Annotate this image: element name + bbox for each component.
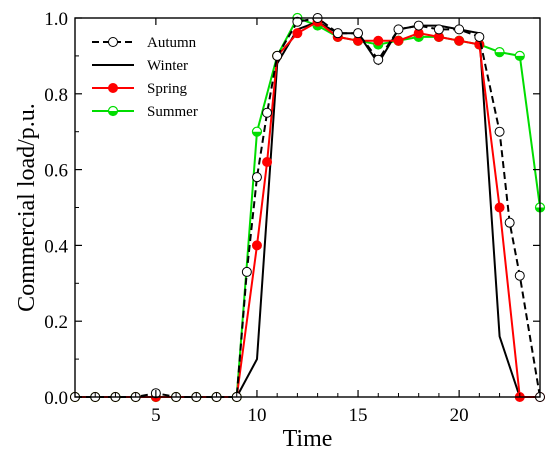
x-tick-label: 10: [247, 405, 266, 426]
y-tick-label: 0.2: [44, 312, 68, 333]
legend: Autumn Winter Spring Summer: [84, 30, 212, 124]
data-point-autumn: [332, 28, 343, 39]
legend-marker-spring: [108, 83, 118, 93]
data-point-spring: [262, 157, 273, 168]
data-point-autumn: [251, 172, 262, 183]
x-tick-label: 15: [349, 405, 368, 426]
legend-marker-autumn: [108, 37, 118, 47]
y-tick-label: 0.4: [44, 236, 68, 257]
legend-item-spring: Spring: [92, 81, 188, 97]
legend-label-summer: Summer: [147, 104, 198, 120]
x-axis-title: Time: [283, 426, 333, 452]
data-point-summer: [251, 126, 263, 137]
legend-label-spring: Spring: [147, 81, 188, 97]
legend-item-autumn: Autumn: [92, 35, 197, 51]
data-point-autumn: [413, 20, 424, 31]
y-axis-title: Commercial load/p.u.: [14, 103, 40, 312]
y-tick-label: 0.8: [44, 85, 68, 106]
data-point-spring: [454, 35, 465, 46]
data-point-autumn: [393, 24, 404, 35]
data-point-autumn: [241, 266, 252, 277]
legend-item-summer: Summer: [92, 104, 198, 120]
data-point-summer-fill: [313, 25, 323, 31]
y-tick-label: 1.0: [44, 9, 68, 30]
legend-label-autumn: Autumn: [147, 35, 197, 51]
data-point-spring: [251, 240, 262, 251]
data-point-summer: [494, 47, 505, 58]
data-point-summer-fill: [495, 52, 505, 57]
ticks-layer: 5 10 15 20 0.0 0.2 0.4 0.6 0.8 1.0: [44, 9, 540, 426]
data-point-autumn: [433, 24, 444, 35]
data-point-spring: [373, 35, 384, 46]
data-point-autumn: [504, 217, 515, 228]
x-tick-label: 20: [450, 405, 469, 426]
data-point-spring: [292, 28, 303, 39]
data-point-summer-fill: [515, 55, 525, 61]
legend-marker-summer: [107, 105, 119, 117]
data-point-autumn: [262, 107, 273, 118]
data-point-autumn: [514, 270, 525, 281]
data-point-autumn: [353, 28, 364, 39]
data-point-summer-fill: [252, 131, 262, 137]
y-tick-label: 0.6: [44, 161, 68, 182]
data-point-autumn: [292, 16, 303, 27]
data-point-spring: [393, 35, 404, 46]
data-point-autumn: [474, 31, 485, 42]
data-point-summer: [514, 50, 525, 62]
data-point-autumn: [454, 24, 465, 35]
data-point-autumn: [494, 126, 505, 137]
data-point-autumn: [272, 50, 283, 61]
data-point-summer-fill: [414, 36, 424, 42]
legend-item-winter: Winter: [92, 58, 188, 74]
data-point-summer-fill: [373, 44, 383, 50]
y-tick-label: 0.0: [44, 388, 68, 409]
x-tick-label: 5: [151, 405, 161, 426]
legend-label-winter: Winter: [147, 58, 188, 74]
legend-background: [84, 30, 212, 124]
data-point-spring: [494, 202, 505, 213]
legend-marker-summer-fill: [108, 111, 118, 116]
data-point-autumn: [373, 54, 384, 65]
